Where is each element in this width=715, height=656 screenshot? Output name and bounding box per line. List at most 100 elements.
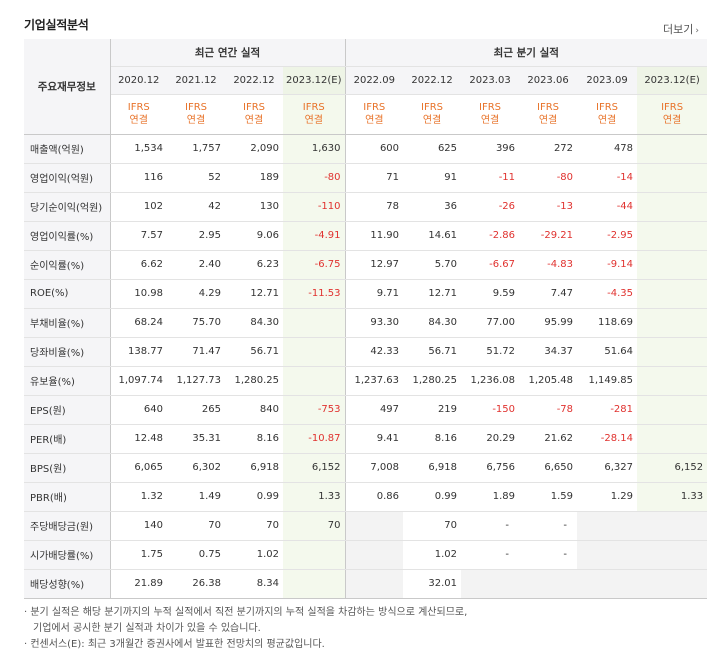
- standard-consolidated-label: 연결: [304, 115, 323, 126]
- standard-consolidated-label: 연결: [365, 115, 384, 126]
- table-cell: 34.37: [519, 337, 578, 367]
- table-cell: -: [461, 510, 520, 541]
- row-label: 영업이익(억원): [24, 163, 111, 193]
- table-cell: 1.59: [519, 482, 578, 512]
- table-cell: [283, 366, 346, 396]
- table-cell: -11: [461, 163, 520, 193]
- table-cell: 56.71: [403, 337, 462, 367]
- table-cell: 70: [403, 510, 462, 541]
- more-link[interactable]: 더보기 ›: [663, 21, 699, 37]
- period-header: 2023.06: [519, 66, 578, 95]
- table-cell: [344, 510, 404, 541]
- standard-ifrs-label: IFRS: [661, 102, 684, 113]
- table-cell: 1,280.25: [225, 366, 283, 396]
- standard-header: IFRS 연결: [403, 94, 462, 135]
- table-cell: -: [519, 540, 578, 570]
- row-label: 부채비율(%): [24, 307, 111, 338]
- table-cell: 91: [403, 163, 462, 193]
- standard-ifrs-label: IFRS: [363, 102, 386, 113]
- standard-header: IFRS 연결: [577, 94, 638, 135]
- table-row: 유보율(%) 1,097.74 1,127.73 1,280.25 1,237.63 1,…: [24, 366, 708, 396]
- row-label: 매출액(억원): [24, 134, 111, 164]
- table-cell: -110: [283, 192, 346, 222]
- table-cell: 2,090: [225, 134, 283, 164]
- footnotes: · 분기 실적은 해당 분기까지의 누적 실적에서 직전 분기까지의 누적 실적…: [24, 605, 707, 653]
- table-body: 매출액(억원) 1,534 1,757 2,090 1,630 600 625 396 272 4…: [24, 134, 708, 599]
- table-row: 영업이익(억원) 116 52 189 -80 71 91 -11 -80 -14: [24, 163, 708, 193]
- table-cell: 640: [110, 394, 167, 425]
- standard-consolidated-label: 연결: [422, 115, 442, 126]
- table-cell: [637, 134, 708, 164]
- row-label: BPS(원): [24, 453, 111, 483]
- table-cell: [283, 307, 346, 338]
- table-row: ROE(%) 10.98 4.29 12.71 -11.53 9.71 12.71 9.59 7…: [24, 279, 708, 309]
- table-cell: 8.34: [225, 569, 283, 599]
- table-cell: -281: [577, 394, 638, 425]
- row-label: PER(배): [24, 424, 111, 454]
- table-cell: 20.29: [461, 424, 520, 454]
- table-cell: 51.72: [461, 337, 520, 367]
- table-cell: 6,302: [167, 453, 225, 483]
- table-cell: 1,205.48: [519, 366, 578, 396]
- period-header: 2023.03: [461, 66, 520, 95]
- standard-ifrs-label: IFRS: [243, 102, 265, 113]
- table-cell: [637, 279, 708, 309]
- table-cell: 138.77: [110, 337, 167, 367]
- standard-header: IFRS 연결: [519, 94, 578, 135]
- table-cell: 396: [461, 134, 520, 164]
- table-cell: -753: [283, 394, 346, 425]
- table-cell: 71.47: [167, 337, 225, 367]
- table-cell: -78: [519, 394, 578, 425]
- table-cell: 1,280.25: [403, 366, 462, 396]
- table-cell: -10.87: [283, 424, 346, 454]
- more-label: 더보기: [663, 23, 694, 36]
- table-cell: 6.62: [110, 250, 167, 280]
- standard-consolidated-label: 연결: [538, 115, 558, 126]
- table-cell: -14: [577, 163, 638, 193]
- financial-summary-table: 주요재무정보 최근 연간 실적 최근 분기 실적 2020.12 2021.12 2…: [24, 39, 708, 599]
- standard-header: IFRS 연결: [167, 94, 225, 135]
- table-cell: -44: [577, 192, 638, 222]
- period-header-row: 2020.12 2021.12 2022.12 2023.12(E) 2022.09 20…: [24, 66, 708, 95]
- table-cell: -150: [461, 394, 520, 425]
- table-cell: -2.95: [577, 220, 638, 251]
- standard-ifrs-label: IFRS: [185, 102, 207, 113]
- table-cell: 1,097.74: [110, 366, 167, 396]
- table-row: 배당성향(%) 21.89 26.38 8.34 32.01: [24, 569, 708, 599]
- table-cell: 42.33: [344, 337, 404, 367]
- table-cell: 6.23: [225, 250, 283, 280]
- table-cell: 1.75: [110, 540, 167, 570]
- table-cell: [637, 192, 708, 222]
- table-cell: 1.33: [637, 482, 708, 512]
- period-header: 2022.09: [344, 66, 404, 95]
- standard-consolidated-label: 연결: [662, 115, 682, 126]
- standard-ifrs-label: IFRS: [127, 102, 150, 113]
- table-cell: 78: [344, 192, 404, 222]
- table-cell: 6,756: [461, 453, 520, 483]
- table-cell: [637, 424, 708, 454]
- table-cell: 68.24: [110, 307, 167, 338]
- table-cell: 1.02: [225, 540, 283, 570]
- table-cell: 84.30: [225, 307, 283, 338]
- table-cell: 1.29: [577, 482, 638, 512]
- chevron-right-icon: ›: [695, 26, 699, 36]
- quarter-group-header: 최근 분기 실적: [344, 39, 708, 67]
- table-cell: 1,237.63: [344, 366, 404, 396]
- table-cell: 93.30: [344, 307, 404, 338]
- standard-header-row: IFRS 연결 IFRS 연결 IFRS 연결 IFRS 연결 IFRS 연결 IFRS 연결 IFRS…: [24, 94, 708, 135]
- row-label: 배당성향(%): [24, 569, 111, 599]
- table-row: 당기순이익(억원) 102 42 130 -110 78 36 -26 -13 -44: [24, 192, 708, 222]
- standard-header: IFRS 연결: [283, 94, 346, 135]
- footnote-quarter-calc: · 분기 실적은 해당 분기까지의 누적 실적에서 직전 분기까지의 누적 실적…: [24, 607, 468, 618]
- table-cell: 0.99: [225, 482, 283, 512]
- standard-consolidated-label: 연결: [186, 115, 206, 126]
- table-cell: 1,534: [110, 134, 167, 164]
- table-cell: 10.98: [110, 279, 167, 309]
- table-row: 매출액(억원) 1,534 1,757 2,090 1,630 600 625 396 272 4…: [24, 134, 708, 164]
- table-cell: 0.99: [403, 482, 462, 512]
- table-cell: 6,650: [519, 453, 578, 483]
- table-cell: [577, 510, 638, 541]
- standard-header: IFRS 연결: [110, 94, 167, 135]
- table-cell: -4.35: [577, 279, 638, 309]
- table-cell: 36: [403, 192, 462, 222]
